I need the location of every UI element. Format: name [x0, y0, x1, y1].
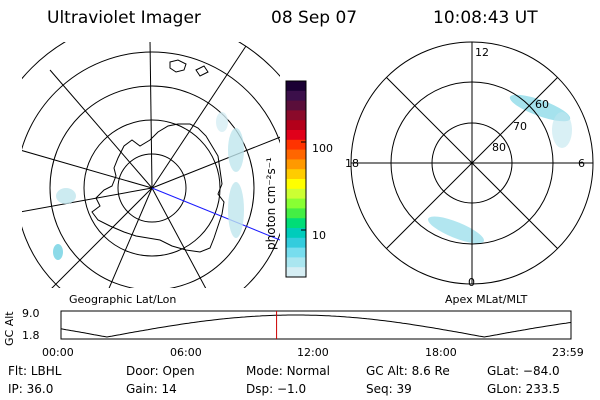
- colorbar-segment: [286, 208, 306, 219]
- colorbar: [285, 80, 307, 278]
- colorbar-segment: [286, 110, 306, 121]
- geographic-label: Geographic Lat/Lon: [69, 293, 177, 306]
- altitude-frame: [60, 310, 572, 340]
- colorbar-segment: [286, 81, 306, 92]
- colorbar-segment: [286, 159, 306, 170]
- time-tick-0600: 06:00: [170, 346, 202, 359]
- mlat-label-70: 70: [513, 120, 527, 133]
- colorbar-segment: [286, 237, 306, 249]
- mlt-label-18: 18: [345, 157, 359, 170]
- altitude-tick-min: 1.8: [22, 329, 40, 342]
- instrument-title: Ultraviolet Imager: [47, 8, 201, 28]
- time-tick-0000: 00:00: [42, 346, 74, 359]
- colorbar-segment: [286, 139, 306, 151]
- colorbar-segment: [286, 169, 306, 180]
- status-gc-alt: GC Alt: 8.6 Re: [366, 364, 450, 378]
- altitude-timeline: [60, 310, 572, 340]
- colorbar-segment: [286, 228, 306, 239]
- status-mode: Mode: Normal: [246, 364, 330, 378]
- status-door: Door: Open: [126, 364, 195, 378]
- colorbar-segment: [286, 218, 306, 229]
- colorbar-segment: [286, 257, 306, 268]
- status-glon: GLon: 233.5: [487, 382, 560, 396]
- status-glat: GLat: −84.0: [487, 364, 560, 378]
- colorbar-segment: [286, 149, 306, 160]
- colorbar-segment: [286, 90, 306, 102]
- aurora-emission-right-bottom: [428, 216, 484, 244]
- colorbar-segment: [286, 120, 306, 131]
- aurora-emission-left: [53, 112, 244, 260]
- altitude-axis-label: GC Alt: [3, 311, 16, 346]
- mlat-label-80: 80: [492, 141, 506, 154]
- header-time: 10:08:43 UT: [433, 8, 538, 28]
- colorbar-segment: [286, 247, 306, 258]
- colorbar-segment: [286, 267, 306, 278]
- colorbar-segment: [286, 179, 306, 190]
- colorbar-segment: [286, 188, 306, 200]
- altitude-tick-max: 9.0: [22, 307, 40, 320]
- status-gain: Gain: 14: [126, 382, 177, 396]
- altitude-curve: [60, 314, 572, 338]
- colorbar-tick-10: 10: [312, 229, 326, 242]
- mlt-label-6: 6: [578, 157, 585, 170]
- status-filter: Flt: LBHL: [8, 364, 62, 378]
- mlat-label-60: 60: [535, 98, 549, 111]
- colorbar-segment: [286, 198, 306, 209]
- colorbar-tick-100: 100: [312, 142, 333, 155]
- time-tick-2359: 23:59: [552, 346, 584, 359]
- colorbar-segment: [286, 100, 306, 111]
- colorbar-frame: [285, 80, 307, 278]
- status-dsp: Dsp: −1.0: [246, 382, 307, 396]
- mlt-label-0: 0: [468, 276, 475, 289]
- header-date: 08 Sep 07: [271, 8, 358, 28]
- apex-label: Apex MLat/MLT: [445, 293, 528, 306]
- mlt-label-12: 12: [475, 46, 489, 59]
- geographic-grid: [22, 42, 280, 288]
- time-tick-1200: 12:00: [297, 346, 329, 359]
- status-seq: Seq: 39: [366, 382, 412, 396]
- aurora-emission-right-side: [552, 112, 572, 148]
- colorbar-segment: [286, 130, 306, 141]
- time-tick-1800: 18:00: [425, 346, 457, 359]
- status-ip: IP: 36.0: [8, 382, 54, 396]
